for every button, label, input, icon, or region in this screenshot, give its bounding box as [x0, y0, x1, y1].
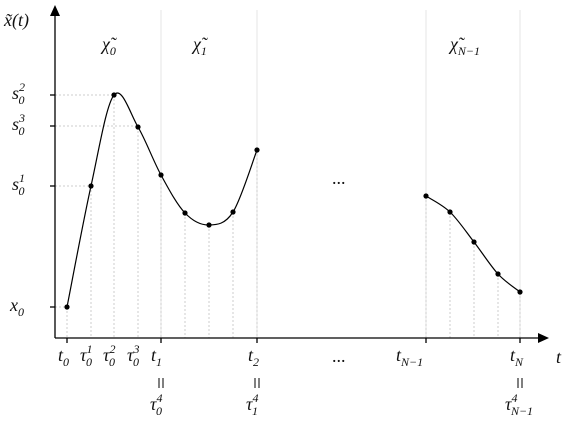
subscript: 1	[252, 404, 258, 418]
guide-lines	[55, 94, 521, 338]
subscript: N−1	[510, 404, 533, 418]
base: t	[396, 345, 402, 365]
equality-label: τ4 N−1	[505, 391, 533, 418]
superscript: 1	[19, 171, 25, 185]
superscript: 3	[18, 111, 25, 125]
subscript: 0	[18, 305, 24, 319]
subscript: 0	[156, 404, 162, 418]
x-label: tN−1	[396, 345, 423, 369]
subscript: 0	[63, 355, 69, 369]
superscript: 4	[511, 391, 517, 405]
x-label: t1	[151, 345, 162, 369]
curve	[66, 92, 258, 308]
equal-signs	[158, 378, 523, 388]
base: t	[151, 345, 157, 365]
base: τ	[80, 345, 87, 365]
knot	[206, 222, 212, 228]
ellipsis: ...	[332, 168, 346, 188]
x-label: τ1 0	[80, 342, 92, 369]
subscript: N	[514, 355, 524, 369]
superscript: 3	[132, 342, 139, 356]
superscript: 2	[109, 342, 115, 356]
knot	[111, 92, 117, 98]
subscript: N−1	[457, 44, 480, 58]
base: t	[58, 345, 64, 365]
knot	[517, 289, 523, 295]
x-label: tN	[510, 345, 524, 369]
knot	[135, 124, 141, 130]
base: τ	[103, 345, 110, 365]
axes	[50, 5, 549, 343]
subscript: 2	[253, 355, 259, 369]
superscript: 1	[86, 342, 92, 356]
base: s	[12, 174, 19, 194]
x-axis-label: t	[556, 347, 562, 367]
x-label: τ3 0	[127, 342, 139, 369]
subscript: 0	[19, 124, 25, 138]
knot	[447, 209, 453, 215]
equality-label: τ4 1	[246, 391, 258, 418]
subscript: 1	[201, 44, 207, 58]
x-label: t0	[58, 345, 69, 369]
knot	[230, 209, 236, 215]
subscript: 0	[109, 355, 115, 369]
base: s	[12, 83, 19, 103]
arrow	[538, 333, 549, 343]
knot	[88, 183, 94, 189]
knot	[158, 172, 164, 178]
knot	[471, 239, 477, 245]
knot	[495, 271, 501, 277]
superscript: 4	[156, 391, 162, 405]
segment-label: χ̃N−1	[448, 34, 480, 58]
knot	[423, 193, 429, 199]
x-label: τ2 0	[103, 342, 115, 369]
base: τ	[150, 394, 157, 414]
subscript: N−1	[400, 355, 423, 369]
base: τ	[246, 394, 253, 414]
x-label: t2	[248, 345, 259, 369]
base: x	[9, 295, 18, 315]
y-label: s2 0	[12, 80, 25, 107]
superscript: 4	[252, 391, 258, 405]
superscript: 2	[19, 80, 25, 94]
y-label: x0	[9, 295, 24, 319]
knot	[64, 304, 70, 310]
segment-label: χ̃0	[100, 34, 118, 58]
subscript: 0	[86, 355, 92, 369]
ellipsis: ...	[332, 346, 346, 366]
equality-label: τ4 0	[150, 391, 162, 418]
subscript: 0	[19, 93, 25, 107]
knot	[254, 147, 260, 153]
base: s	[12, 114, 19, 134]
subscript: 1	[156, 355, 162, 369]
base: t	[510, 345, 516, 365]
knot	[182, 210, 188, 216]
subscript: 0	[133, 355, 139, 369]
curves	[64, 92, 523, 310]
y-axis-label: x̃(t)	[3, 10, 29, 31]
y-label: s3 0	[12, 111, 25, 138]
base: t	[248, 345, 254, 365]
subscript: 0	[110, 44, 116, 58]
arrow	[50, 5, 60, 16]
segment-label: χ̃1	[191, 34, 209, 58]
base: τ	[505, 394, 512, 414]
base: τ	[127, 345, 134, 365]
subscript: 0	[19, 184, 25, 198]
y-label: s1 0	[12, 171, 25, 198]
